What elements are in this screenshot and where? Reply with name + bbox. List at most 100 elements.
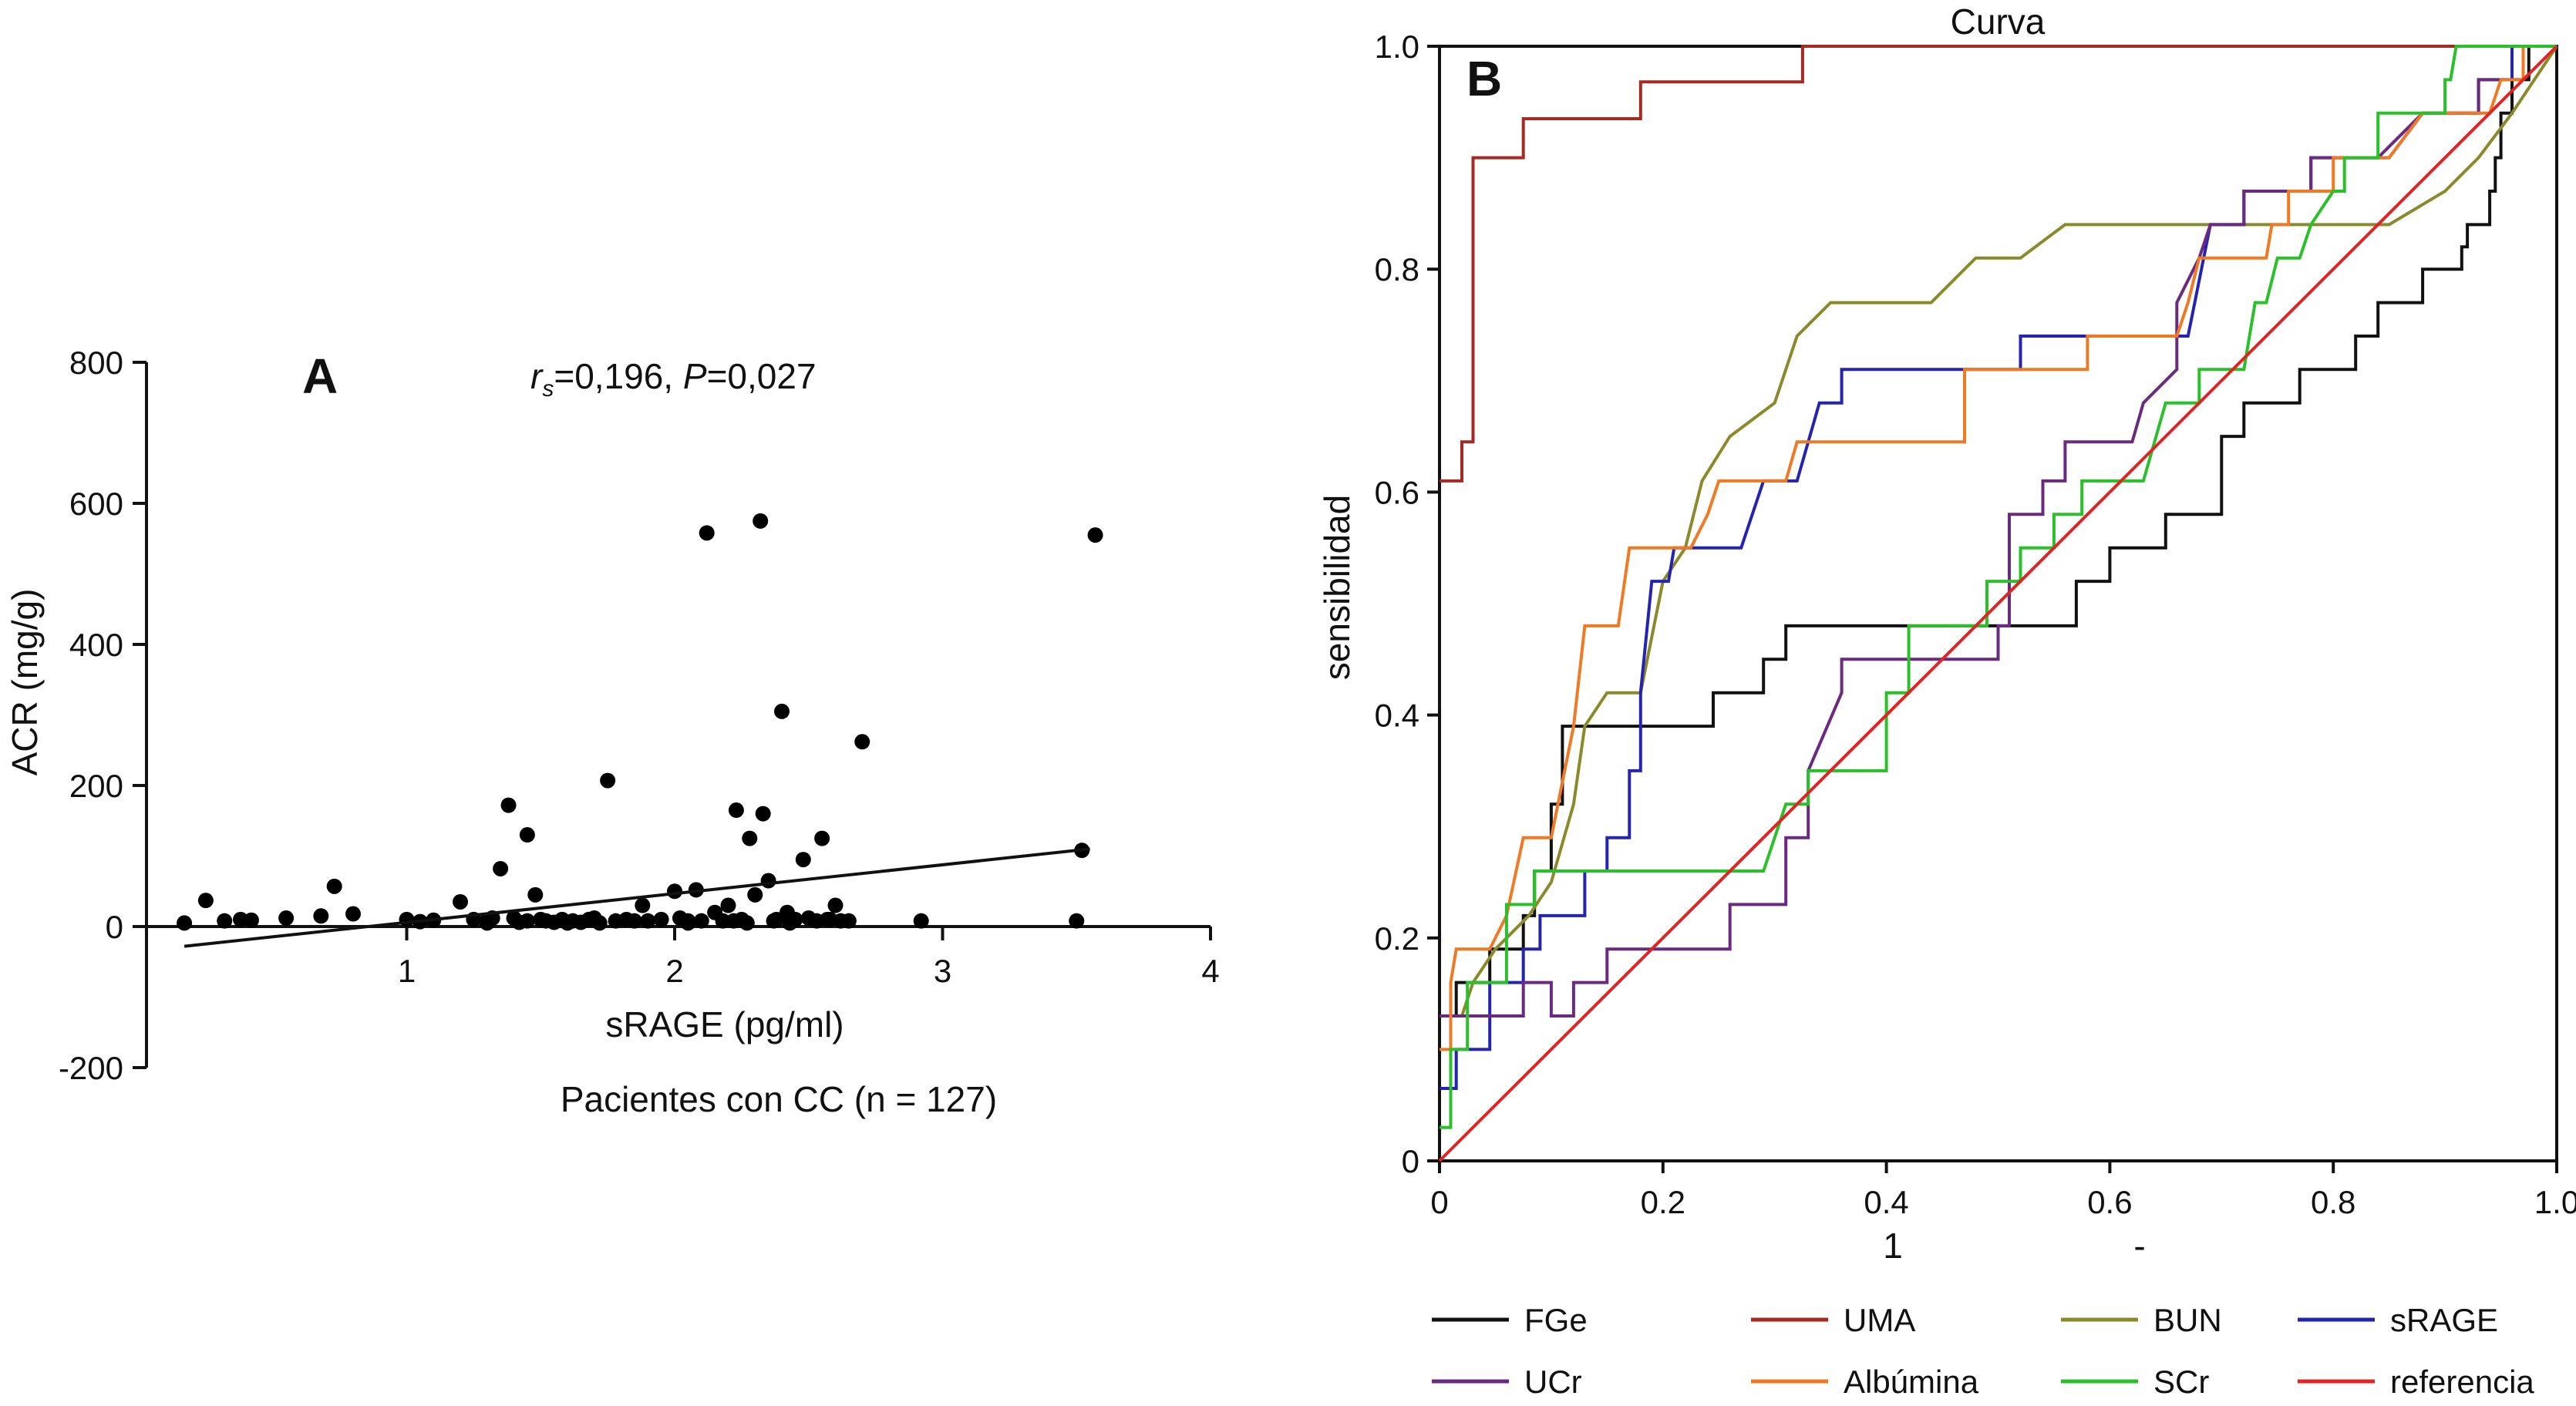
legend-label: sRAGE [2390,1302,2498,1338]
data-point [493,860,509,876]
data-point [720,897,736,913]
data-point [693,913,709,929]
trend-line [184,847,1090,948]
data-point [217,913,233,929]
scatter-panel-a: 800 600 400 200 0 -200 1 2 3 4 A rs=0,196, P=0,0… [5,345,1220,1119]
legend-label: Albúmina [1844,1364,1979,1400]
x-axis-label-b-part2: - [2133,1226,2145,1266]
roc-line-alb-mina [1440,45,2557,1051]
annotation-rs-value: =0,196, [554,356,683,396]
x-axis-label-a: sRAGE (pg/ml) [605,1004,844,1044]
data-point [728,802,744,819]
legend-label: referencia [2390,1364,2534,1400]
annotation-p: P [683,356,707,396]
data-point [753,513,769,529]
data-point [747,886,763,903]
x-tick-label-a: 1 [398,953,416,989]
roc-line-srage [1440,45,2557,1090]
legend-label: UMA [1844,1302,1915,1338]
data-point [913,913,929,929]
data-point [313,908,329,924]
y-ticks-a: 800 600 400 200 0 -200 [59,345,146,1086]
data-point [500,797,517,813]
x-tick-label-b: 0.2 [1641,1184,1685,1220]
data-point [560,915,575,931]
x-ticks-a: 1 2 3 4 [398,927,1220,989]
data-point [326,878,342,894]
y-tick-label-b: 0.2 [1375,920,1419,957]
data-point [769,911,785,927]
roc-line-scr [1440,45,2557,1129]
data-point [840,913,857,929]
data-point [715,913,731,929]
roc-line-referencia [1438,45,2558,1162]
y-tick-label-a: 0 [106,909,123,945]
data-point [527,886,544,903]
data-point [1087,527,1103,543]
x-tick-label-a: 2 [665,953,683,989]
data-point [197,893,214,909]
roc-lines [1438,45,2558,1162]
data-point [739,915,755,931]
data-point [177,915,193,931]
scatter-points [177,513,1103,931]
legend-label: BUN [2153,1302,2222,1338]
data-point [854,734,870,750]
y-axis-label-a: ACR (mg/g) [5,589,45,776]
y-axis-label-b: sensibilidad [1317,495,1357,680]
roc-line-bun [1440,45,2558,1018]
data-point [782,915,798,931]
x-tick-label-a: 4 [1201,953,1219,989]
data-point [519,827,535,843]
y-tick-label-a: -200 [59,1050,123,1086]
x-tick-label-b: 0.4 [1864,1184,1908,1220]
data-point [600,772,616,789]
y-tick-label-b: 0.8 [1375,251,1419,288]
data-point [760,873,776,889]
roc-panel-b: 1.00.80.60.40.20 0 0.2 0.4 0.6 0.8 1.0 Curva … [1317,2,2576,1400]
chart-title-b: Curva [1951,2,2046,42]
data-point [795,852,811,868]
data-point [399,911,415,927]
y-tick-label-a: 400 [69,627,123,663]
legend-label: UCr [1524,1364,1582,1400]
y-tick-label-a: 200 [69,768,123,804]
data-point [626,913,642,929]
x-tick-label-b: 1.0 [2534,1184,2576,1220]
annotation-r-sub: s [542,376,554,402]
data-point [742,830,758,846]
data-point [345,906,361,922]
data-point [827,897,844,913]
legend-label: FGe [1524,1302,1588,1338]
axes-a [145,362,1211,1068]
y-tick-label-b: 0.4 [1375,698,1419,734]
data-point [667,883,682,900]
data-point [814,830,830,846]
x-tick-label-b: 0.8 [2311,1184,2355,1220]
roc-line-uma [1440,45,2557,483]
annotation-p-value: =0,027 [707,356,817,396]
data-point [1069,913,1085,929]
data-point [278,910,295,927]
data-point [591,915,608,931]
correlation-annotation: rs=0,196, P=0,027 [530,356,817,402]
data-point [680,915,696,931]
legend-b: FGe UMA BUN sRAGE UCr Albúmina SCr referencia [1432,1302,2534,1400]
x-axis-label-b-part1: 1 [1883,1226,1903,1266]
y-tick-label-a: 800 [69,345,123,381]
data-point [820,911,836,927]
data-point [635,897,651,913]
panel-label-b: B [1466,51,1502,106]
y-tick-label-a: 600 [69,486,123,522]
legend-label: SCr [2153,1364,2209,1400]
panel-label-a: A [302,348,338,404]
data-point [755,806,771,822]
x-tick-label-b: 0 [1430,1184,1448,1220]
caption-a: Pacientes con CC (n = 127) [561,1079,997,1119]
x-ticks-b: 0 0.2 0.4 0.6 0.8 1.0 [1430,1161,2576,1220]
y-tick-label-b: 0.6 [1375,474,1419,510]
data-point [699,525,715,541]
annotation-r: r [530,356,544,396]
data-point [453,893,468,910]
